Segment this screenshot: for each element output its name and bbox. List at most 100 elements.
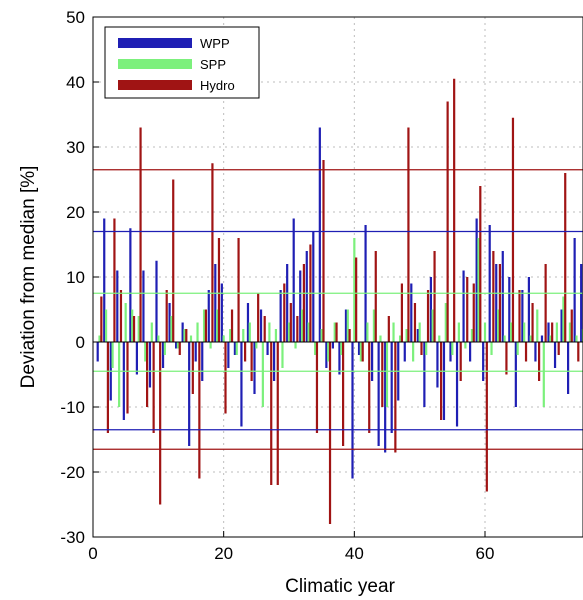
bar-hydro (289, 303, 292, 342)
bar-wpp (442, 342, 446, 420)
bar-spp (523, 322, 526, 342)
bar-wpp (259, 309, 263, 342)
bar-wpp (501, 251, 504, 342)
bar-spp (248, 322, 251, 342)
bar-hydro (348, 329, 351, 342)
y-tick-label: 40 (66, 73, 85, 92)
bar-spp (189, 335, 193, 342)
bar-spp (568, 322, 572, 342)
bar-hydro (374, 251, 377, 342)
bar-wpp (266, 342, 269, 355)
bar-hydro (485, 342, 488, 492)
bar-wpp (553, 342, 557, 368)
bar-wpp (194, 342, 197, 362)
bar-wpp (508, 277, 511, 342)
bar-spp (170, 316, 173, 342)
bar-wpp (534, 342, 537, 362)
bar-hydro (342, 342, 345, 446)
bar-hydro (511, 117, 515, 342)
bar-wpp (175, 342, 178, 349)
bar-hydro (276, 342, 279, 485)
bar-spp (549, 335, 552, 342)
bar-spp (366, 322, 369, 342)
bar-spp (287, 322, 291, 342)
bar-hydro (459, 342, 462, 381)
bar-wpp (475, 218, 478, 342)
bar-hydro (407, 127, 410, 342)
bar-hydro (263, 316, 266, 342)
bar-wpp (292, 218, 295, 342)
bar-hydro (244, 342, 247, 362)
bar-spp (438, 335, 441, 342)
bar-spp (294, 342, 297, 349)
bar-spp (483, 322, 487, 342)
bar-hydro (538, 342, 541, 381)
bar-spp (183, 329, 186, 342)
bar-hydro (335, 322, 338, 342)
bar-hydro (479, 186, 482, 342)
bar-hydro (178, 342, 181, 355)
bar-hydro (492, 251, 495, 342)
bar-spp (300, 309, 304, 342)
bar-hydro (198, 342, 201, 479)
legend-label-wpp: WPP (200, 36, 230, 51)
y-tick-label: -20 (60, 463, 85, 482)
bar-spp (131, 309, 134, 342)
bar-spp (255, 342, 258, 349)
bar-hydro (544, 264, 547, 342)
bar-wpp (403, 342, 406, 362)
bar-spp (137, 316, 140, 342)
bar-hydro (119, 290, 123, 342)
bar-spp (307, 322, 310, 342)
bar-hydro (570, 309, 573, 342)
bar-hydro (453, 78, 456, 342)
bar-hydro (472, 283, 475, 342)
bar-wpp (318, 127, 321, 342)
bar-hydro (217, 238, 221, 342)
bar-spp (379, 335, 382, 342)
bar-hydro (211, 163, 214, 342)
bar-hydro (146, 342, 149, 407)
bar-wpp (331, 342, 334, 349)
bar-hydro (361, 342, 364, 362)
bar-spp (425, 342, 428, 355)
bar-hydro (106, 342, 109, 433)
bar-hydro (224, 342, 227, 414)
bar-hydro (466, 277, 469, 342)
bar-spp (372, 309, 376, 342)
bar-hydro (283, 283, 286, 342)
bar-spp (209, 342, 212, 349)
bar-wpp (364, 225, 367, 342)
bar-spp (542, 342, 545, 407)
bar-wpp (240, 342, 243, 427)
bar-hydro (204, 309, 207, 342)
bar-wpp (103, 218, 106, 342)
bar-spp (202, 309, 206, 342)
bar-wpp (129, 228, 132, 342)
y-tick-label: 10 (66, 268, 85, 287)
bar-wpp (488, 225, 491, 342)
bar-spp (163, 342, 166, 355)
bar-hydro (257, 293, 260, 342)
bar-wpp (429, 277, 432, 342)
bar-wpp (214, 264, 217, 342)
bar-spp (477, 238, 480, 342)
bar-wpp (547, 322, 550, 342)
bar-wpp (246, 303, 250, 342)
bar-spp (536, 309, 539, 342)
bar-spp (392, 322, 395, 342)
bar-spp (451, 342, 454, 355)
bar-hydro (524, 342, 528, 362)
bar-wpp (233, 342, 236, 355)
bar-spp (464, 342, 467, 349)
bar-wpp (116, 270, 119, 342)
bar-hydro (420, 342, 423, 355)
bar-spp (496, 309, 500, 342)
bar-hydro (113, 218, 116, 342)
bar-wpp (567, 342, 570, 394)
bar-spp (118, 342, 121, 407)
bar-spp (516, 342, 519, 355)
bar-wpp (273, 342, 276, 381)
bar-hydro (577, 342, 580, 362)
